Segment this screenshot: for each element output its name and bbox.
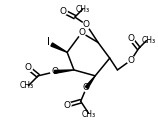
Polygon shape: [55, 70, 74, 73]
Text: O: O: [64, 101, 71, 110]
Circle shape: [59, 7, 67, 15]
Circle shape: [25, 64, 32, 72]
Polygon shape: [85, 76, 95, 88]
Text: CH₃: CH₃: [81, 109, 95, 118]
Circle shape: [78, 29, 85, 37]
Circle shape: [83, 21, 90, 29]
Text: O: O: [60, 7, 67, 16]
Text: CH₃: CH₃: [141, 36, 155, 45]
Text: O: O: [128, 56, 134, 65]
Circle shape: [51, 68, 58, 76]
Text: CH₃: CH₃: [76, 5, 90, 14]
Text: O: O: [25, 64, 32, 72]
Circle shape: [127, 56, 135, 64]
Circle shape: [127, 35, 135, 42]
Circle shape: [63, 101, 71, 109]
Text: O: O: [51, 67, 58, 76]
Polygon shape: [51, 43, 67, 52]
Text: O: O: [83, 20, 90, 29]
Text: O: O: [78, 28, 85, 37]
Text: I: I: [47, 37, 50, 46]
Text: O: O: [83, 83, 90, 92]
Text: O: O: [128, 34, 134, 43]
Circle shape: [83, 84, 90, 92]
Text: CH₃: CH₃: [19, 81, 34, 90]
